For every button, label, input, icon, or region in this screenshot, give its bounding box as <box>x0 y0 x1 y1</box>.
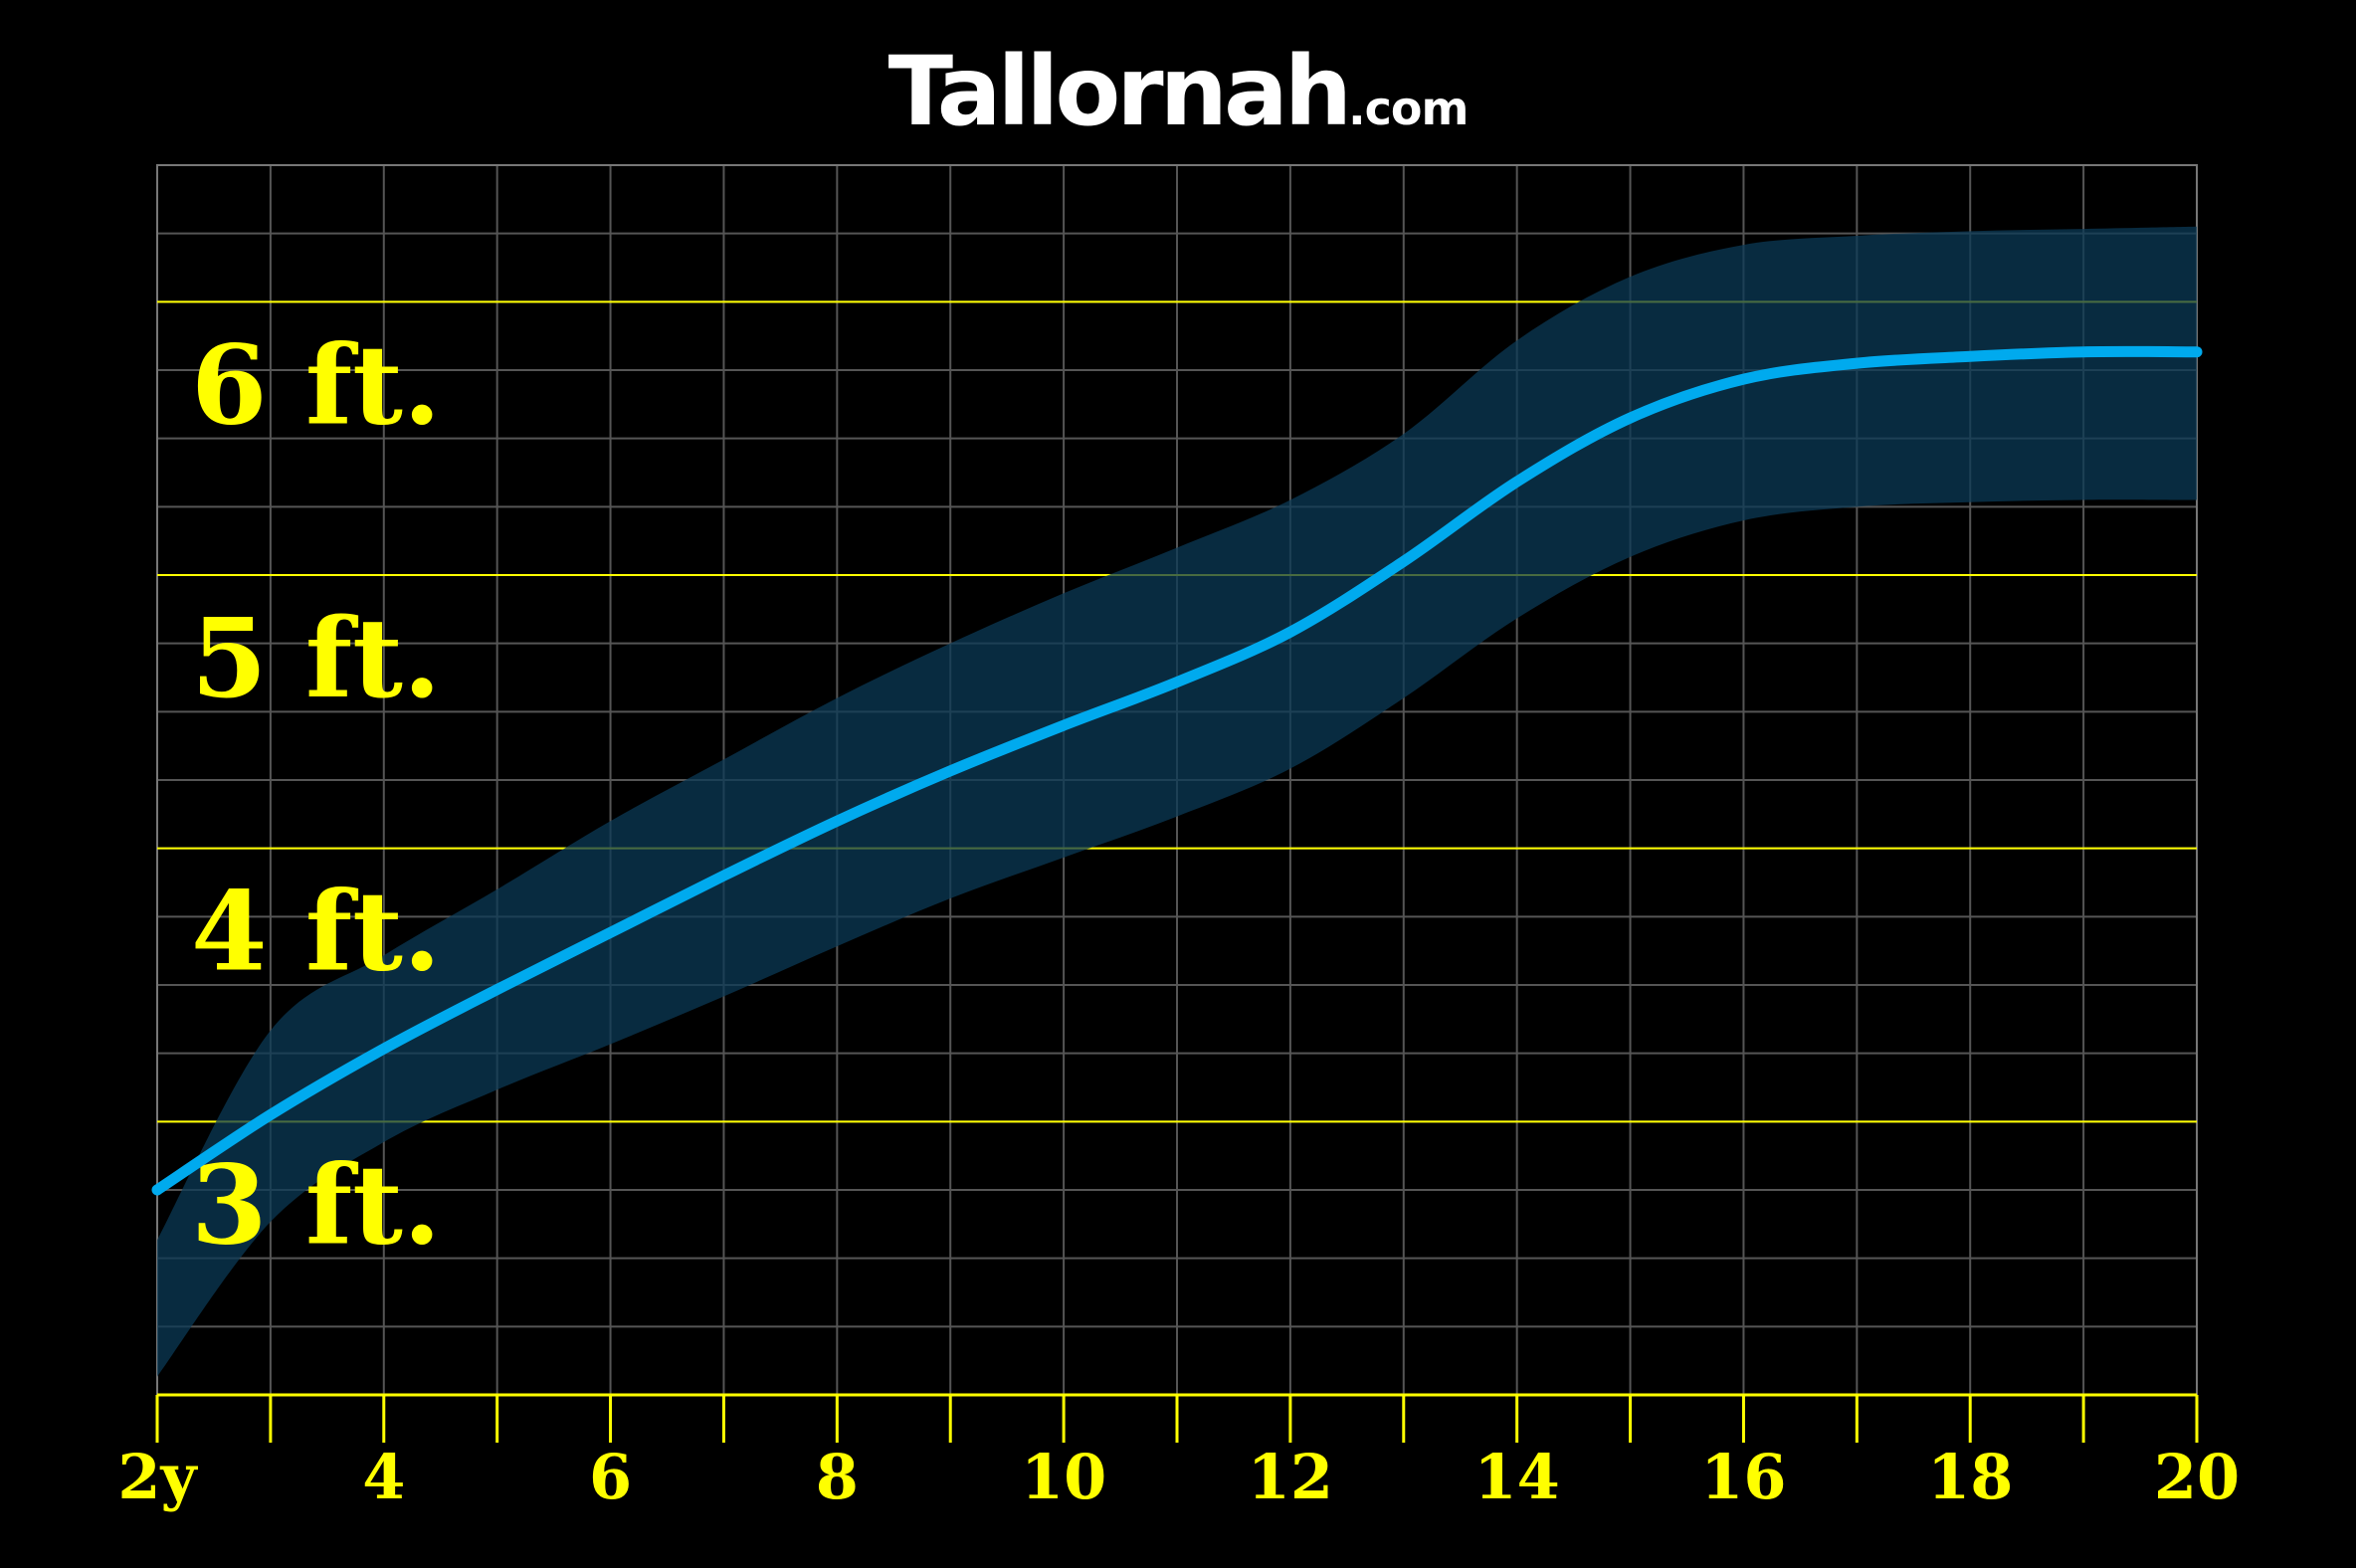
x-tick-label: 12 <box>1248 1441 1333 1513</box>
x-tick-label: 8 <box>816 1441 859 1513</box>
x-tick-label: 4 <box>362 1441 405 1513</box>
x-tick-label: 10 <box>1021 1441 1106 1513</box>
x-tick-label: 2y <box>117 1441 198 1513</box>
y-axis-label: 6 ft. <box>191 320 441 449</box>
y-axis-label: 5 ft. <box>191 594 441 722</box>
average-height-line <box>151 345 2203 1196</box>
x-tick-label: 16 <box>1700 1441 1786 1513</box>
y-axis-label: 3 ft. <box>191 1140 441 1269</box>
logo-name: Tallornah <box>887 36 1352 147</box>
site-logo: Tallornah.com <box>0 36 2356 147</box>
y-axis-label: 4 ft. <box>191 868 441 996</box>
logo-suffix: .com <box>1348 82 1469 135</box>
x-tick-label: 6 <box>589 1441 632 1513</box>
average-height-curve <box>151 345 2203 1196</box>
x-tick-label: 18 <box>1927 1441 2013 1513</box>
x-tick-label: 20 <box>2154 1441 2240 1513</box>
range-band-area <box>157 226 2197 1377</box>
x-tick-label: 14 <box>1474 1441 1560 1513</box>
x-axis: 2y 4 6 8 10 12 14 16 18 20 <box>117 1393 2240 1513</box>
y-axis-labels: 6 ft. 5 ft. 4 ft. 3 ft. <box>191 320 441 1269</box>
height-range-band <box>157 226 2197 1377</box>
